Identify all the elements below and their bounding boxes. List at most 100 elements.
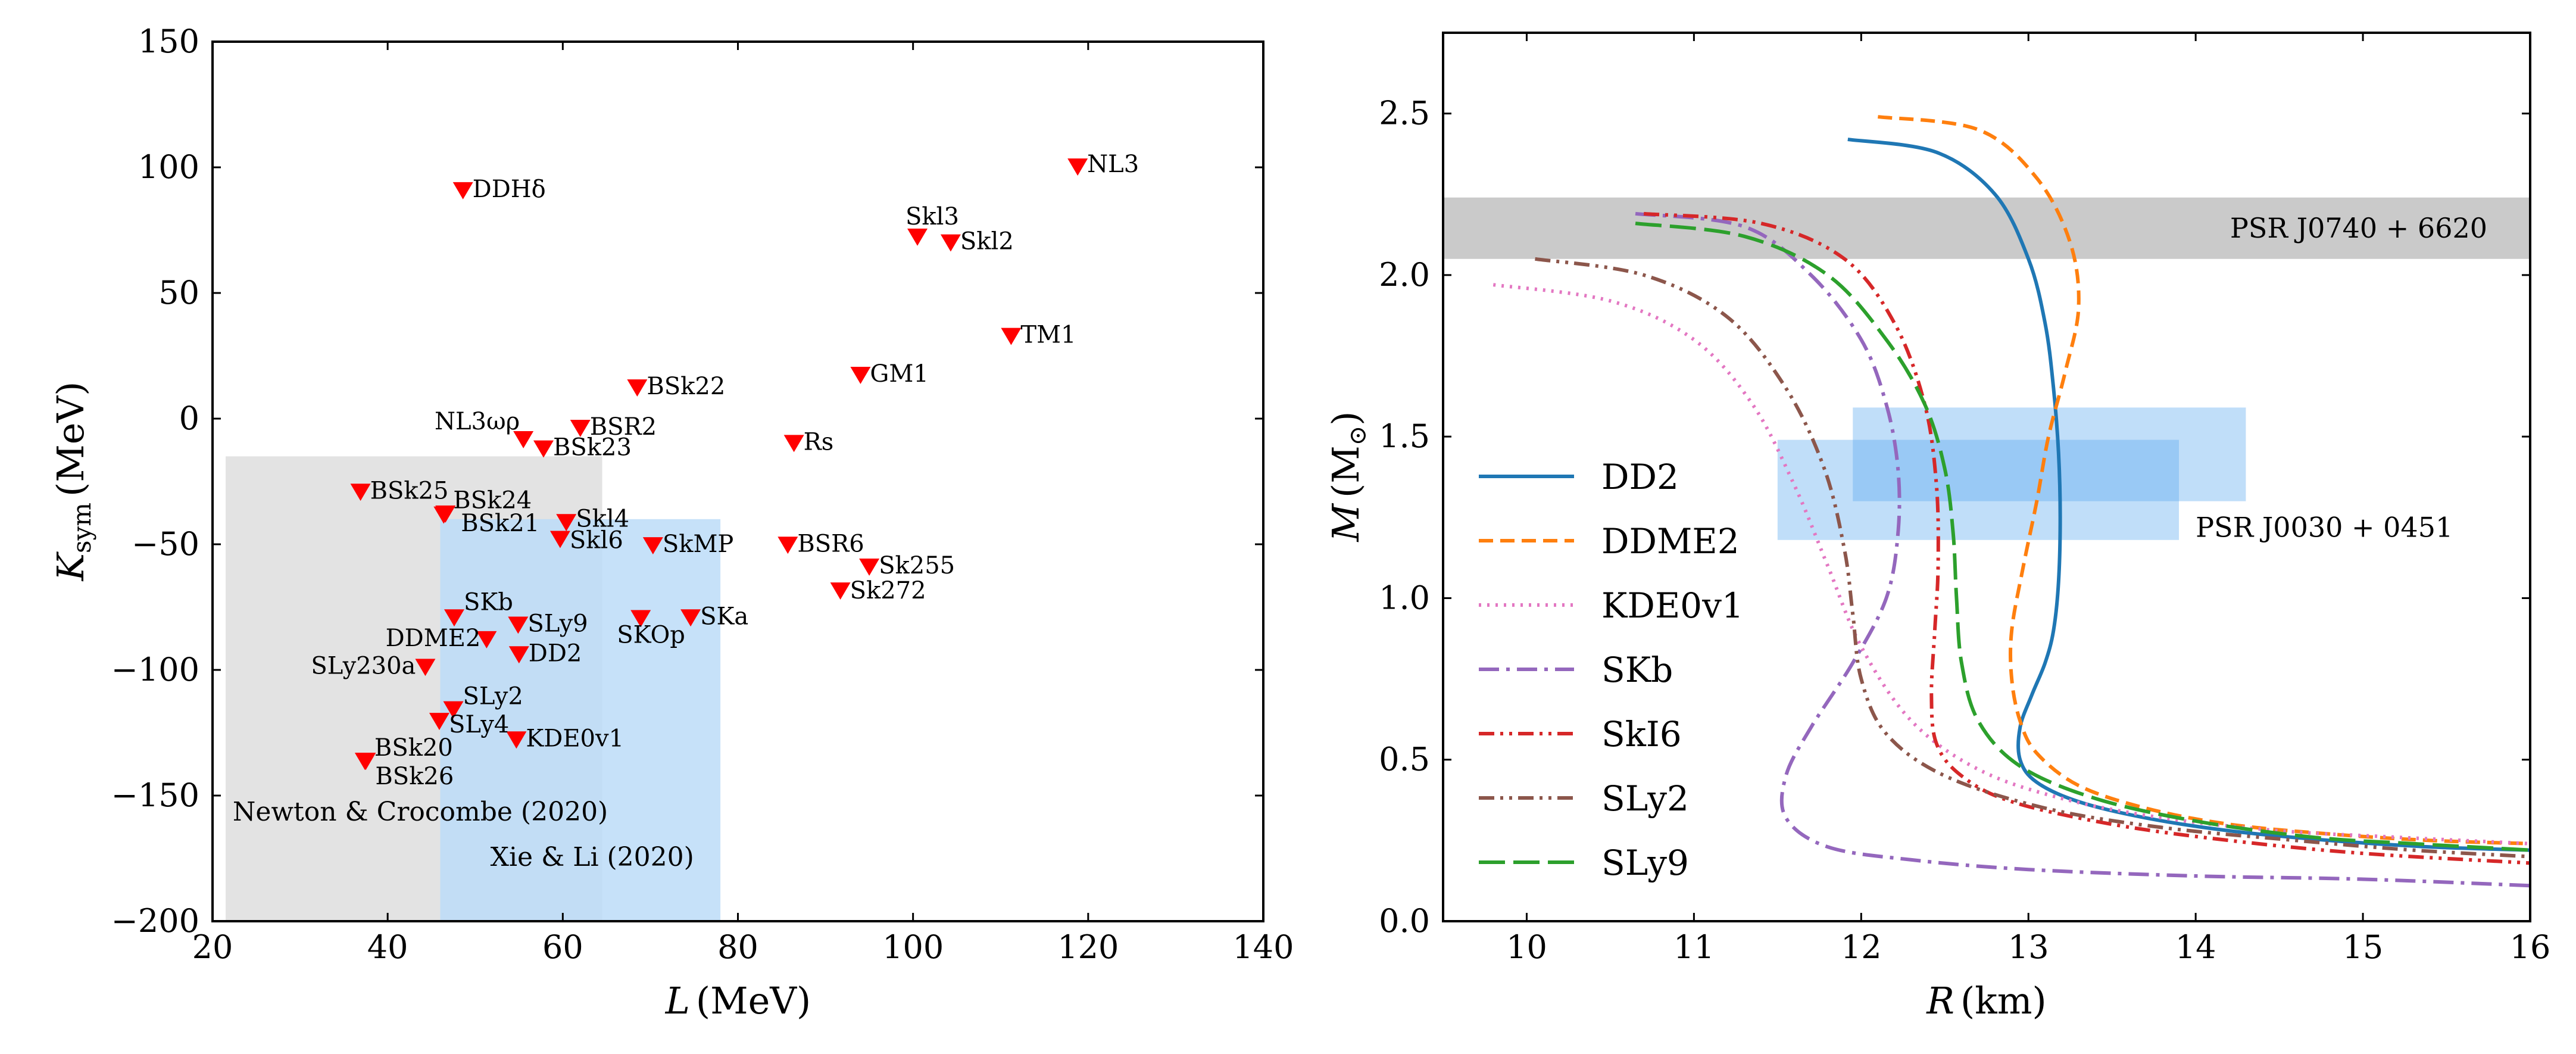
right-x-tick-label: 12 bbox=[1841, 928, 1882, 966]
label-bsk24: BSk24 bbox=[453, 487, 532, 514]
marker-skl2 bbox=[940, 234, 961, 252]
marker-ska bbox=[680, 609, 701, 627]
label-skl2: Skl2 bbox=[960, 228, 1014, 255]
label-bsk20: BSk20 bbox=[374, 734, 453, 762]
left-chart: Newton & Crocombe (2020)Xie & Li (2020) … bbox=[49, 23, 1294, 1022]
marker-skmp bbox=[642, 537, 663, 555]
label-kde0v1: KDE0v1 bbox=[526, 725, 624, 752]
label-gm1: GM1 bbox=[870, 360, 928, 388]
left-y-tick-label: −50 bbox=[132, 525, 199, 563]
marker-bsk25 bbox=[350, 484, 371, 501]
label-bsk25: BSk25 bbox=[370, 477, 449, 504]
band-label-psr-j0030: PSR J0030 + 0451 bbox=[2196, 511, 2453, 543]
marker-ddme2 bbox=[476, 631, 497, 648]
left-y-tick-label: 100 bbox=[138, 148, 199, 186]
label-sly9: SLy9 bbox=[527, 610, 588, 638]
marker-bsk22 bbox=[627, 379, 648, 397]
left-x-tick-label: 80 bbox=[717, 928, 758, 966]
label-sly2: SLy2 bbox=[463, 683, 523, 710]
label-skb: SKb bbox=[464, 588, 513, 616]
left-y-tick-label: −150 bbox=[111, 777, 199, 814]
left-y-tick-label: −100 bbox=[111, 651, 199, 688]
legend-label-ddme2: DDME2 bbox=[1601, 521, 1740, 562]
right-chart: PSR J0740 + 6620 PSR J0030 + 0451 10 11 12 1… bbox=[1324, 32, 2550, 1022]
label-skl6: Skl6 bbox=[570, 527, 623, 554]
marker-sly4 bbox=[429, 713, 449, 730]
marker-rs bbox=[783, 435, 804, 453]
region-label-newton-crocombe: Newton & Crocombe (2020) bbox=[233, 797, 608, 827]
right-y-tick-label: 1.5 bbox=[1379, 417, 1430, 455]
marker-ddh bbox=[452, 182, 473, 199]
right-x-tick-label: 13 bbox=[2008, 928, 2049, 966]
left-y-axis-label: Ksym(MeV) bbox=[49, 382, 96, 582]
left-y-tick-label: 0 bbox=[179, 400, 199, 437]
marker-skb bbox=[444, 609, 464, 627]
marker-sly230a bbox=[415, 659, 436, 676]
left-x-tick-label: 20 bbox=[192, 928, 233, 966]
label-bsk26: BSk26 bbox=[375, 763, 454, 790]
label-skl3: Skl3 bbox=[905, 203, 959, 230]
marker-sly9 bbox=[508, 616, 529, 634]
left-y-tick-label: 50 bbox=[158, 274, 199, 311]
marker-sk255 bbox=[859, 558, 880, 576]
marker-skop bbox=[630, 610, 651, 628]
label-nl3: NL3ωρ bbox=[435, 408, 520, 435]
left-x-tick-label: 140 bbox=[1232, 928, 1294, 966]
marker-skl3 bbox=[907, 228, 928, 246]
legend-label-sly9: SLy9 bbox=[1601, 843, 1689, 883]
mass-radius-curves bbox=[1492, 115, 2530, 888]
marker-skl6 bbox=[549, 531, 570, 548]
right-ticks: 10 11 12 13 14 15 16 0.0 0.5 1.0 1.5 2.0 2.5 bbox=[1379, 33, 2550, 966]
label-skmp: SkMP bbox=[663, 531, 734, 558]
marker-bsk21 bbox=[435, 505, 456, 523]
right-plot-frame bbox=[1442, 32, 2531, 922]
marker-dd2 bbox=[508, 646, 529, 664]
left-x-tick-label: 120 bbox=[1057, 928, 1119, 966]
legend-label-ski6: SkI6 bbox=[1601, 714, 1682, 754]
legend-label-skb: SKb bbox=[1601, 650, 1673, 690]
band-psr-j0740 bbox=[1443, 197, 2530, 259]
legend: DD2 DDME2 KDE0v1 SKb SkI6 SLy2 SLy9 bbox=[1479, 457, 1744, 883]
label-bsr2: BSR2 bbox=[590, 413, 657, 441]
marker-skl4 bbox=[556, 514, 577, 532]
curve-dd2 bbox=[1847, 138, 2530, 852]
right-x-tick-label: 11 bbox=[1673, 928, 1715, 966]
right-x-tick-label: 10 bbox=[1506, 928, 1547, 966]
marker-kde0v1 bbox=[506, 731, 527, 749]
label-sly230a: SLy230a bbox=[311, 652, 416, 679]
left-y-tick-label: −200 bbox=[111, 902, 199, 940]
curve-sly9 bbox=[1635, 222, 2530, 852]
label-skl4: Skl4 bbox=[576, 505, 629, 532]
legend-label-kde0v1: KDE0v1 bbox=[1601, 585, 1744, 626]
marker-sly2 bbox=[443, 701, 464, 719]
left-x-tick-label: 60 bbox=[542, 928, 583, 966]
band-psr-j0030-box bbox=[1853, 407, 2246, 501]
region-xie-li-2020 bbox=[440, 519, 721, 921]
marker-nl3 bbox=[513, 431, 534, 448]
legend-label-sly2: SLy2 bbox=[1601, 778, 1689, 819]
right-y-tick-label: 2.5 bbox=[1379, 95, 1430, 132]
right-y-tick-label: 1.0 bbox=[1379, 579, 1430, 616]
right-y-axis-label: M(M⊙) bbox=[1324, 411, 1372, 542]
curve-kde0v1 bbox=[1492, 283, 2530, 846]
label-sk272: Sk272 bbox=[850, 577, 926, 604]
region-label-xie-li: Xie & Li (2020) bbox=[491, 842, 694, 872]
right-x-tick-label: 15 bbox=[2343, 928, 2384, 966]
marker-tm1 bbox=[1001, 328, 1022, 345]
right-y-tick-label: 2.0 bbox=[1379, 256, 1430, 294]
band-psr-j0030-box bbox=[1777, 439, 2180, 540]
label-ska: SKa bbox=[700, 603, 748, 630]
curve-sly2 bbox=[1535, 257, 2530, 859]
label-bsr6: BSR6 bbox=[797, 530, 864, 557]
right-x-tick-label: 16 bbox=[2510, 928, 2551, 966]
left-x-axis-label: L (MeV) bbox=[665, 979, 811, 1022]
label-sly4: SLy4 bbox=[449, 711, 509, 738]
right-x-tick-label: 14 bbox=[2175, 928, 2216, 966]
left-x-tick-label: 100 bbox=[882, 928, 944, 966]
left-regions: Newton & Crocombe (2020) Xie & Li (2020) bbox=[226, 456, 721, 921]
label-dd2: DD2 bbox=[529, 640, 582, 667]
band-label-psr-j0740: PSR J0740 + 6620 bbox=[2230, 212, 2487, 244]
marker-nl3 bbox=[1067, 158, 1088, 176]
marker-bsk23 bbox=[533, 440, 554, 458]
